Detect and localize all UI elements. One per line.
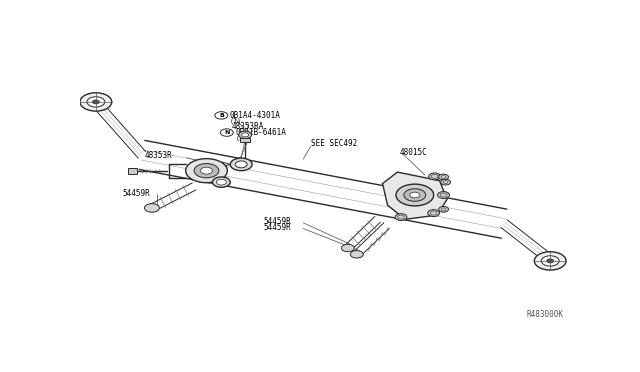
Text: 54459R: 54459R <box>264 224 291 232</box>
Circle shape <box>194 164 219 178</box>
Text: 0B1A4-4301A: 0B1A4-4301A <box>230 111 281 120</box>
Circle shape <box>230 158 252 171</box>
Text: 54459R: 54459R <box>264 217 291 226</box>
Circle shape <box>236 161 247 168</box>
Circle shape <box>350 251 364 258</box>
Text: 48353RA: 48353RA <box>231 122 264 131</box>
Polygon shape <box>383 172 447 219</box>
Circle shape <box>242 133 249 137</box>
Circle shape <box>200 167 212 174</box>
Circle shape <box>547 259 554 263</box>
Circle shape <box>440 179 451 185</box>
Text: SEE SEC492: SEE SEC492 <box>310 139 357 148</box>
Text: 54459R: 54459R <box>122 189 150 198</box>
Circle shape <box>239 131 252 139</box>
Circle shape <box>215 112 228 119</box>
Circle shape <box>429 173 440 180</box>
Circle shape <box>396 184 434 206</box>
Circle shape <box>534 252 566 270</box>
Circle shape <box>541 256 559 266</box>
Circle shape <box>404 189 426 201</box>
Circle shape <box>395 214 407 221</box>
Text: 48015C: 48015C <box>400 148 428 157</box>
Circle shape <box>80 93 112 111</box>
Circle shape <box>186 158 227 183</box>
Circle shape <box>212 177 230 187</box>
Text: B: B <box>219 113 224 118</box>
Circle shape <box>220 129 233 136</box>
FancyBboxPatch shape <box>128 168 137 173</box>
Circle shape <box>428 210 440 217</box>
Circle shape <box>92 100 99 104</box>
Text: (3): (3) <box>236 135 247 141</box>
Circle shape <box>216 179 227 185</box>
Circle shape <box>438 206 449 212</box>
Text: 0B91B-6461A: 0B91B-6461A <box>236 128 286 137</box>
Text: N: N <box>224 130 230 135</box>
Circle shape <box>438 174 449 180</box>
Text: 48353R: 48353R <box>145 151 172 160</box>
Circle shape <box>87 97 105 107</box>
Circle shape <box>438 192 449 198</box>
FancyBboxPatch shape <box>240 138 250 142</box>
Text: R483000K: R483000K <box>527 310 564 319</box>
Text: (1): (1) <box>230 117 242 124</box>
Circle shape <box>410 192 420 198</box>
Circle shape <box>341 244 355 252</box>
Text: 48376R: 48376R <box>188 169 216 178</box>
Circle shape <box>145 203 159 212</box>
